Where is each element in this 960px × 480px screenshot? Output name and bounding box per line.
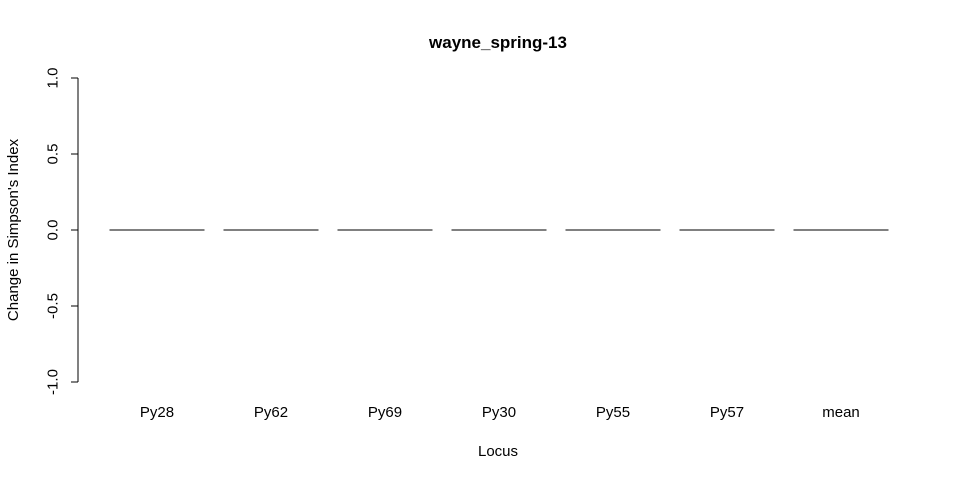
x-tick-label-py28: Py28 [140,404,174,421]
bar-py55 [565,229,661,231]
bar-py57 [679,229,775,231]
x-axis-tick-labels: Py28 Py62 Py69 Py30 Py55 Py57 mean [140,404,860,421]
y-tick-label: -0.5 [45,293,62,319]
y-tick-label: -1.0 [45,369,62,395]
bar-py28 [109,229,205,231]
x-tick-label-py62: Py62 [254,404,288,421]
y-tick-label: 1.0 [45,68,62,89]
y-tick-label: 0.0 [45,220,62,241]
bar-py30 [451,229,547,231]
y-tick-label: 0.5 [45,144,62,165]
x-tick-label-py55: Py55 [596,404,630,421]
x-tick-label-py57: Py57 [710,404,744,421]
chart-title: wayne_spring-13 [428,33,567,52]
x-axis-label: Locus [478,443,518,460]
bars [109,229,889,231]
x-tick-label-mean: mean [822,404,860,421]
x-tick-label-py30: Py30 [482,404,516,421]
bar-py62 [223,229,319,231]
bar-mean [793,229,889,231]
y-axis-label: Change in Simpson's Index [5,138,22,321]
x-tick-label-py69: Py69 [368,404,402,421]
y-axis: -1.0 -0.5 0.0 0.5 1.0 [45,68,79,395]
bar-py69 [337,229,433,231]
